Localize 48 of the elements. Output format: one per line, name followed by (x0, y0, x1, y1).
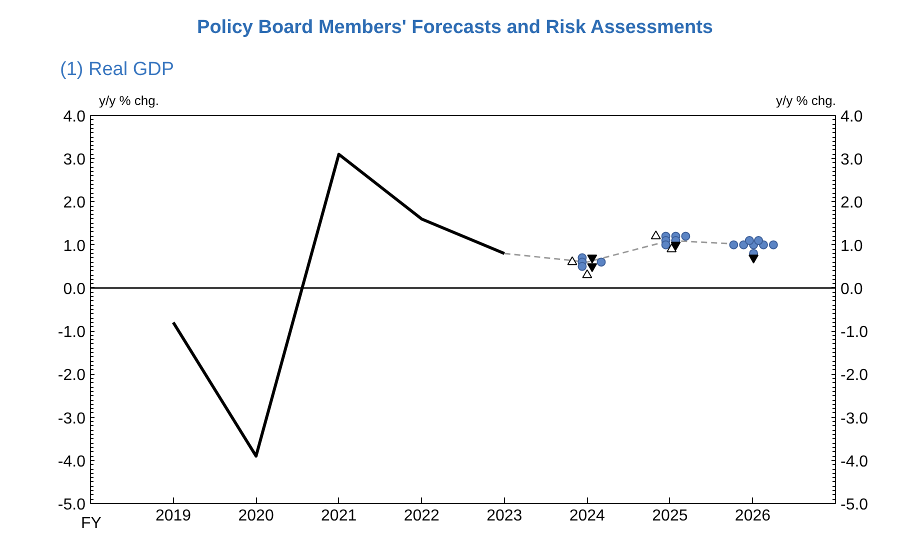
y-tick-label: 0.0 (63, 280, 86, 298)
point (650, 230, 661, 240)
y2-tick-label: -5.0 (840, 496, 868, 514)
point (754, 236, 764, 245)
point (768, 240, 778, 250)
point (681, 232, 690, 241)
y2-tick-label: 2.0 (840, 194, 863, 212)
y-tick-label: -1.0 (58, 324, 86, 341)
y2-tick-label: -1.0 (840, 324, 868, 341)
y-axis-title: y/y % chg. (99, 92, 159, 110)
x-axis-title: FY (81, 514, 102, 534)
y-tick-label: -3.0 (58, 410, 86, 428)
x-tick-label: 2021 (321, 507, 357, 524)
x-tick-label: 2026 (734, 507, 771, 524)
y-tick-label: 3.0 (63, 151, 86, 168)
point (567, 256, 578, 266)
x-tick-label: 2022 (404, 507, 440, 524)
y-tick-label: 2.0 (63, 194, 86, 212)
chart-title: Policy Board Members' Forecasts and Risk Assessments (197, 16, 713, 40)
x-tick-label: 2020 (238, 507, 274, 524)
y-tick-label: -2.0 (58, 367, 86, 384)
y2-tick-label: -4.0 (840, 453, 868, 470)
y2-tick-label: -3.0 (840, 410, 868, 428)
point (587, 254, 598, 264)
chart-subtitle: (1) Real GDP (60, 58, 174, 82)
y-tick-label: -5.0 (58, 496, 86, 514)
x-tick-label: 2023 (486, 507, 522, 524)
point (744, 236, 754, 245)
point (587, 263, 598, 272)
y2-tick-label: 1.0 (840, 238, 863, 255)
y2-tick-label: -2.0 (840, 367, 868, 384)
y-tick-label: 4.0 (63, 108, 86, 126)
point (670, 242, 681, 250)
x-tick-label: 2019 (155, 507, 192, 524)
y2-tick-label: 3.0 (840, 151, 863, 168)
point (582, 269, 592, 278)
point (748, 254, 759, 264)
y-tick-label: 1.0 (63, 238, 86, 255)
x-tick-label: 2024 (569, 507, 606, 524)
y2-axis-title: y/y % chg. (776, 92, 836, 110)
point (661, 240, 670, 250)
y2-tick-label: 4.0 (840, 108, 863, 126)
point (578, 262, 587, 271)
point (596, 257, 606, 266)
y2-tick-label: 0.0 (840, 280, 863, 298)
point (729, 240, 738, 250)
x-tick-label: 2025 (652, 507, 688, 524)
y-tick-label: -4.0 (58, 453, 86, 470)
